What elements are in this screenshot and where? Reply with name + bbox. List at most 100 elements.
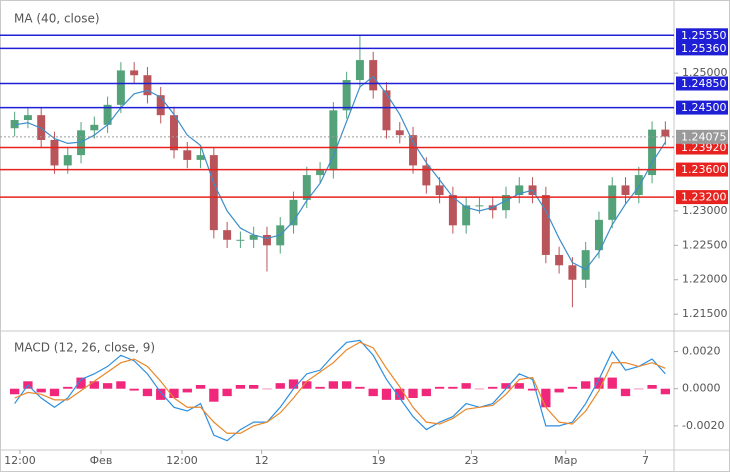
candle-body [329,110,338,171]
y-tick-label: 1.22500 [682,238,728,251]
candle-body [209,155,218,231]
candle-body [475,205,484,207]
histogram-bar [63,386,73,389]
candle-body [302,175,311,200]
candle-body [236,239,245,241]
histogram-bar [182,388,192,393]
x-tick-label: 23 [464,454,478,467]
x-tick-label: 19 [372,454,386,467]
candle-body [435,185,444,196]
candle-body [130,70,139,76]
candle-body [648,129,657,176]
candle-body [661,129,670,137]
candle-body [594,219,603,251]
y-tick-label: 1.23000 [682,204,728,217]
price-tag [676,162,728,177]
histogram-bar [408,388,418,398]
candle-body [555,254,564,266]
histogram-bar [262,388,272,390]
main-panel-title: MA (40, close) [14,12,100,26]
candle-body [634,175,643,196]
candle-body [10,119,19,129]
x-tick-label: Фев [90,454,113,467]
histogram-bar [235,385,246,389]
candle-body [50,139,59,166]
candle-body [568,265,577,280]
histogram-bar [461,383,471,389]
y-tick-label: 0.0020 [682,345,721,358]
histogram-bar [567,386,578,389]
candle-body [77,130,86,156]
price-tag-label: 1.23600 [681,163,727,176]
histogram-bar [434,386,445,389]
price-tag-label: 1.23200 [681,191,727,204]
histogram-bar [169,388,179,398]
price-tag-label: 1.25360 [681,42,727,55]
histogram-bar [249,385,259,389]
ma-line [14,75,666,271]
price-tag [676,41,728,56]
candle-body [448,195,457,226]
histogram-bar [275,383,285,389]
price-tag [676,76,728,91]
candle-body [249,234,258,240]
histogram-bar [381,388,392,400]
candle-body [355,60,364,81]
candle-body [116,70,125,105]
y-tick-label: -0.0020 [682,419,724,432]
histogram-bar [660,388,671,395]
histogram-bar [89,381,99,389]
candle-body [502,195,510,211]
histogram-bar [554,388,564,393]
candle-body [223,230,232,240]
histogram-bar [594,377,604,389]
histogram-bar [315,386,325,389]
histogram-bar [156,388,166,400]
candle-body [183,150,192,160]
candle-body [541,195,550,255]
macd-line [14,341,666,434]
candle-body [515,185,524,196]
histogram-bar [116,381,126,389]
x-tick-label: 7 [642,454,649,467]
y-tick-label: 1.22000 [682,273,728,286]
candle-body [143,75,152,96]
histogram-bar [76,377,86,389]
histogram-bar [288,379,299,389]
price-tag [676,140,728,155]
histogram-bar [634,388,644,390]
candle-body [316,170,325,176]
price-tag [676,190,728,205]
candle-body [342,80,351,111]
x-tick-label: 12:00 [4,454,36,467]
y-tick-label: 1.25000 [682,66,728,79]
histogram-bar [607,377,617,389]
histogram-bar [501,383,511,389]
price-tag [676,129,728,144]
candle-body [23,115,32,120]
candle-body [608,185,617,220]
histogram-bar [421,388,431,397]
histogram-bar [328,381,339,389]
candle-body [462,205,471,226]
x-tick-label: 12 [255,454,269,467]
histogram-bar [102,383,113,389]
x-tick-label: Мар [554,454,577,467]
x-tick-label: 12:00 [166,454,198,467]
price-tag-label: 1.25550 [681,29,727,42]
candle-body [422,165,431,186]
histogram-bar [302,381,312,389]
histogram-bar [142,388,153,397]
histogram-bar [9,388,20,395]
price-tag [676,28,728,43]
histogram-bar [620,388,631,397]
histogram-bar [129,388,139,391]
histogram-bar [355,386,365,389]
histogram-bar [222,388,232,397]
candle-body [621,185,630,196]
y-tick-label: 1.21500 [682,307,728,320]
candle-body [289,199,298,226]
histogram-bar [448,386,458,389]
